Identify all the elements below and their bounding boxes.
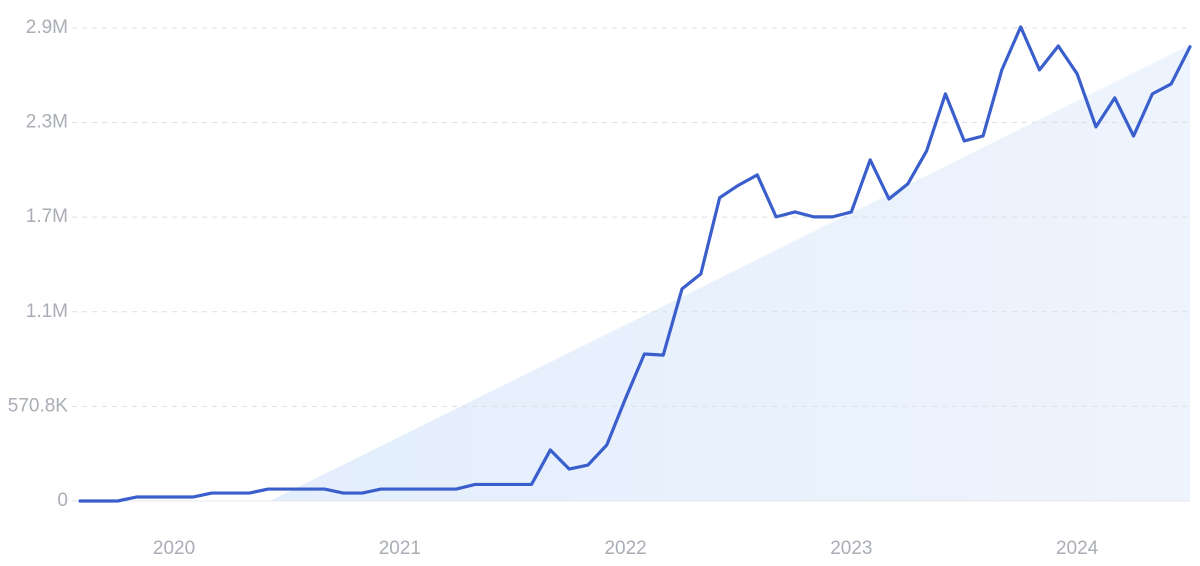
y-tick-label: 2.3M [26,112,68,133]
x-tick-label: 2022 [604,538,646,559]
y-tick-label: 0 [57,490,68,511]
y-tick-label: 1.1M [26,301,68,322]
x-tick-label: 2024 [1056,538,1099,559]
trend-area [270,45,1190,501]
y-tick-label: 1.7M [26,206,68,227]
y-tick-label: 570.8K [8,395,69,416]
data-line [78,25,1192,503]
x-tick-label: 2020 [153,538,195,559]
y-tick-label: 2.9M [26,17,68,38]
x-tick-label: 2021 [379,538,421,559]
x-tick-label: 2023 [830,538,872,559]
